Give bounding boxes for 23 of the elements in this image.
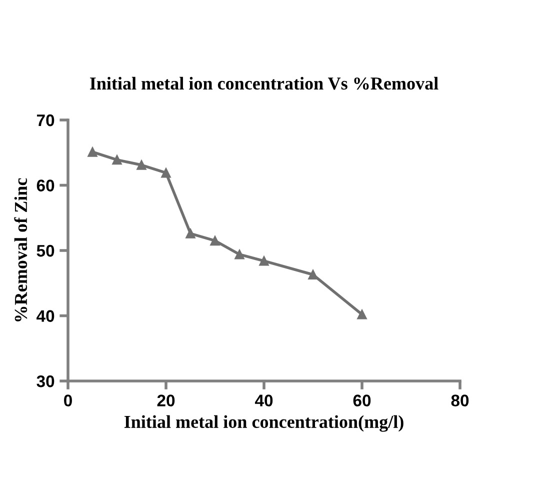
point	[357, 310, 367, 320]
point	[112, 154, 122, 165]
point	[259, 256, 269, 266]
x-tick-label: 20	[157, 394, 175, 406]
x-tick-label: 80	[451, 394, 469, 406]
x-tick-label: 0	[64, 394, 72, 406]
point	[88, 147, 98, 157]
y-tick-label: 70	[36, 114, 54, 126]
x-tick-label: 60	[353, 394, 371, 406]
point	[308, 270, 318, 280]
y-tick-label: 40	[36, 310, 54, 322]
chart-title: Initial metal ion concentration Vs %Removal	[90, 76, 438, 90]
point	[186, 228, 196, 238]
point	[136, 160, 146, 170]
y-axis-title: %Removal of Zinc	[14, 178, 28, 322]
x-tick-label: 40	[254, 394, 273, 406]
y-tick-label: 30	[36, 375, 54, 388]
point	[210, 236, 220, 246]
point	[161, 168, 171, 178]
y-tick-label: 60	[36, 180, 54, 192]
point	[234, 250, 244, 260]
x-axis-title: Initial metal ion concentration(mg/l)	[124, 415, 404, 432]
y-tick-label: 50	[36, 244, 54, 257]
